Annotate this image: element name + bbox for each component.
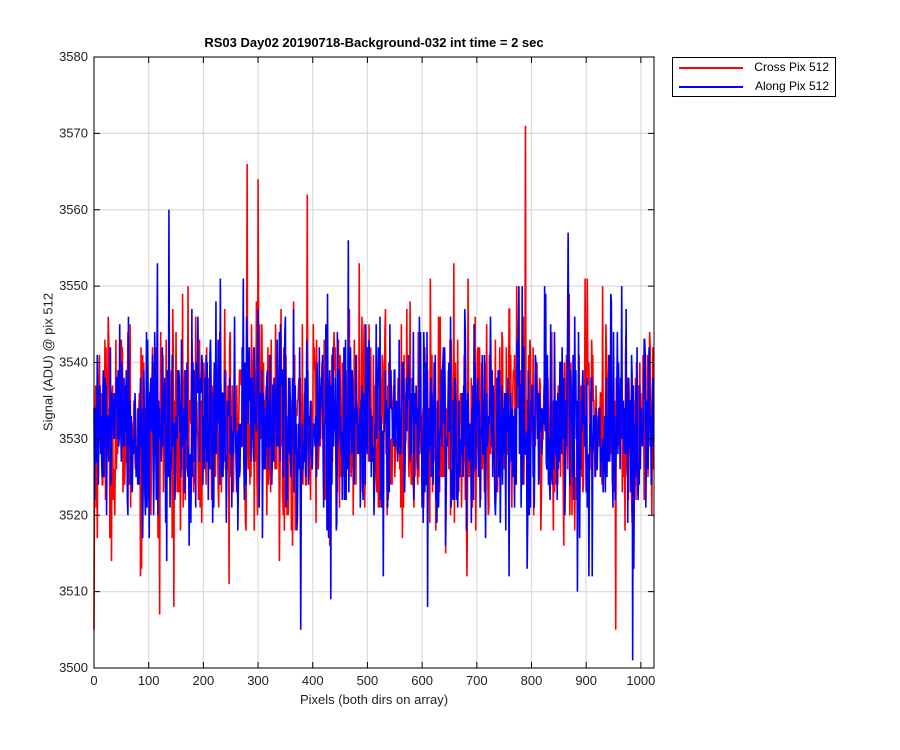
y-tick-label: 3520 [59,507,88,522]
y-tick-label: 3530 [59,431,88,446]
y-tick-label: 3500 [59,660,88,675]
legend-label-cross: Cross Pix 512 [754,60,829,74]
x-tick-label: 700 [466,673,488,688]
x-tick-label: 0 [90,673,97,688]
x-tick-label: 100 [138,673,160,688]
x-tick-label: 900 [575,673,597,688]
y-tick-label: 3540 [59,355,88,370]
x-tick-label: 1000 [626,673,655,688]
chart-title: RS03 Day02 20190718-Background-032 int t… [204,35,544,50]
legend-label-along: Along Pix 512 [754,79,829,93]
x-tick-label: 500 [357,673,379,688]
x-tick-label: 800 [521,673,543,688]
y-tick-label: 3560 [59,202,88,217]
x-tick-label: 400 [302,673,324,688]
y-tick-label: 3550 [59,278,88,293]
legend-swatch-along [679,86,743,88]
legend-item-cross: Cross Pix 512 [673,58,835,77]
series-line-along [93,209,655,661]
x-tick-label: 600 [411,673,433,688]
x-axis-label: Pixels (both dirs on array) [299,692,449,707]
y-tick-label: 3580 [59,49,88,64]
x-tick-label: 300 [247,673,269,688]
legend-item-along: Along Pix 512 [673,77,835,96]
axis-ticks: 0 100 200 300 400 500 600 700 800 900 1000 3500 3510… [59,49,655,688]
x-tick-label: 200 [193,673,215,688]
y-axis-label: Signal (ADU) @ pix 512 [40,292,56,432]
y-tick-label: 3510 [59,584,88,599]
series-lines [93,125,655,661]
y-tick-label: 3570 [59,125,88,140]
legend: Cross Pix 512 Along Pix 512 [672,57,836,97]
legend-swatch-cross [679,67,743,69]
